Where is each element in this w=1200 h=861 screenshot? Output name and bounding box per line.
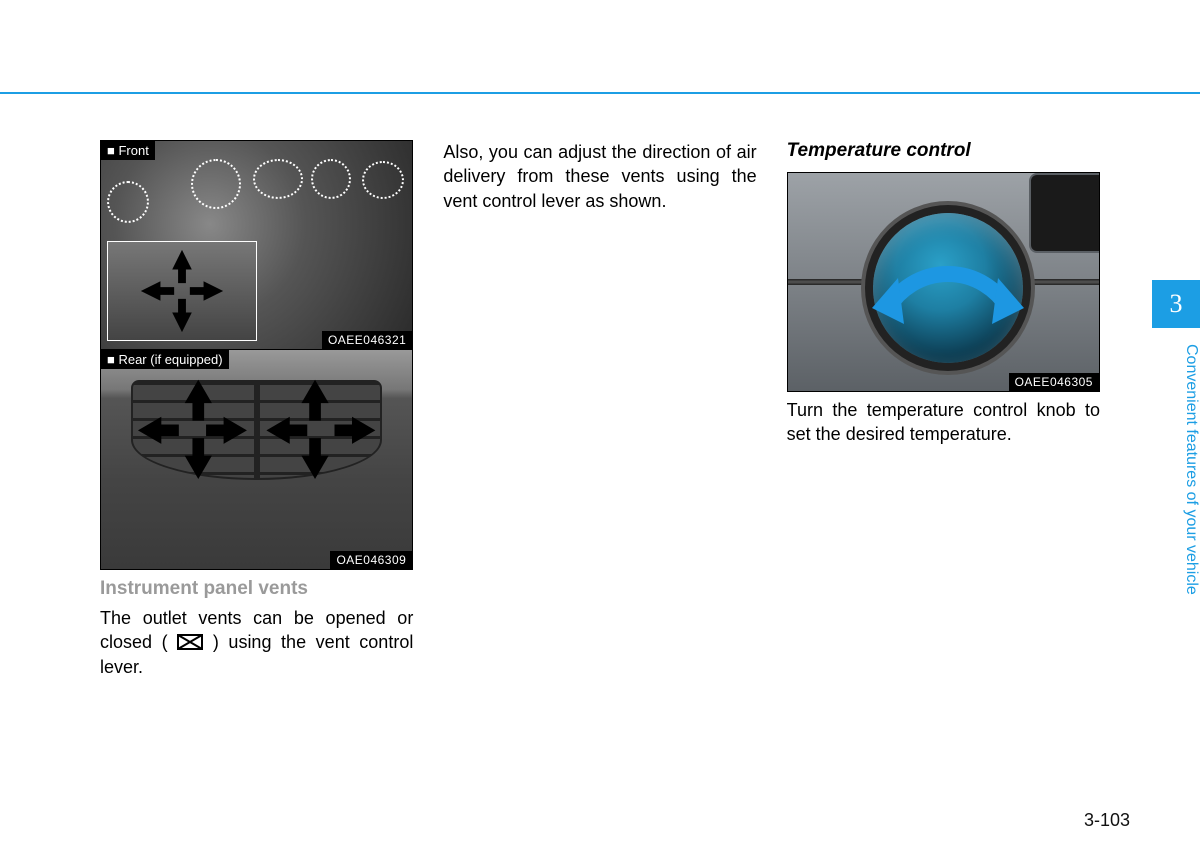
page: ■ Front OAEE046321 <box>0 0 1200 861</box>
vent-direction-arrows-icon <box>101 350 412 569</box>
figure-front-dashboard: ■ Front OAEE046321 <box>100 140 413 350</box>
vents-paragraph: The outlet vents can be opened or closed… <box>100 606 413 679</box>
column-2: Also, you can adjust the direction of ai… <box>443 140 756 679</box>
closed-vent-icon <box>177 634 203 650</box>
vent-highlight-circle <box>253 159 303 199</box>
page-number: 3-103 <box>1084 810 1130 831</box>
vent-direction-arrows-icon <box>108 242 256 340</box>
vent-highlight-circle <box>191 159 241 209</box>
vent-highlight-circle <box>107 181 149 223</box>
section-number: 3 <box>1170 289 1183 319</box>
figure-rear-vent: ■ Rear (if equipped) OAE046309 <box>100 350 413 570</box>
temperature-heading: Temperature control <box>787 140 1100 162</box>
temperature-knob <box>873 213 1023 363</box>
vent-highlight-circle <box>311 159 351 199</box>
vent-inset <box>107 241 257 341</box>
header-rule <box>0 92 1200 94</box>
figure-temperature-knob: OAEE046305 <box>787 172 1100 392</box>
figure-label: ■ Front <box>101 141 155 160</box>
figure-code: OAEE046321 <box>322 331 412 349</box>
side-section-title: Convenient features of your vehicle <box>1152 338 1200 595</box>
column-3: Temperature control OAEE046305 Turn the … <box>787 140 1100 679</box>
figure-code: OAEE046305 <box>1009 373 1099 391</box>
content-columns: ■ Front OAEE046321 <box>100 140 1100 679</box>
temperature-paragraph: Turn the temperature control knob to set… <box>787 398 1100 447</box>
figure-code: OAE046309 <box>330 551 412 569</box>
vents-subtitle: Instrument panel vents <box>100 578 413 600</box>
section-tab: 3 <box>1152 280 1200 328</box>
column-1: ■ Front OAEE046321 <box>100 140 413 679</box>
figure-label: ■ Rear (if equipped) <box>101 350 229 369</box>
display-corner <box>1029 173 1100 253</box>
direction-paragraph: Also, you can adjust the direction of ai… <box>443 140 756 213</box>
